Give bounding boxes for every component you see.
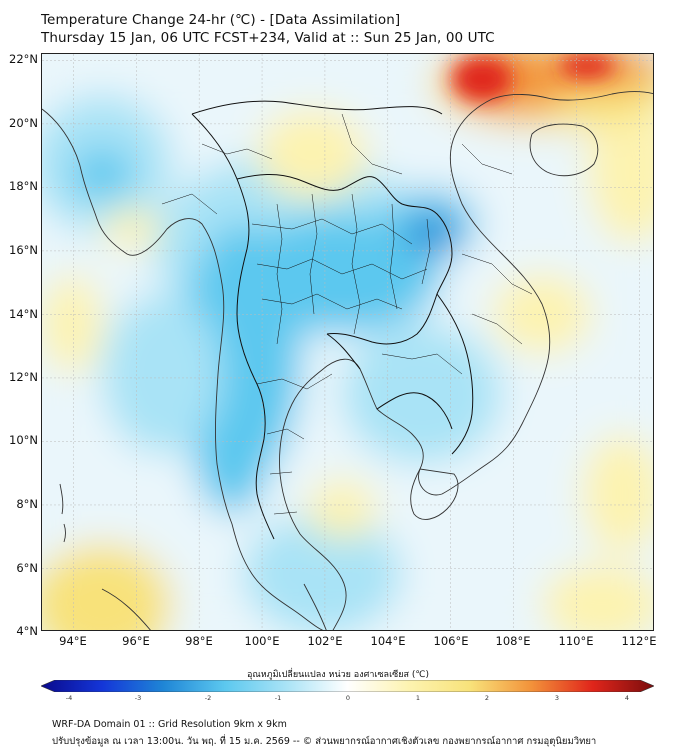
lon-label-112e: 112°E <box>621 634 657 648</box>
colorbar <box>41 680 654 692</box>
coast-malay <box>303 583 327 630</box>
lon-label-104e: 104°E <box>370 634 406 648</box>
border-thailand-cambodia <box>326 333 361 370</box>
coastlines <box>42 91 653 630</box>
coast-andaman <box>59 483 64 515</box>
border-laos-vietnam <box>436 293 474 455</box>
national-borders <box>191 100 474 540</box>
border-cambodia-vietnam <box>376 392 453 430</box>
lat-label-6n: 6°N <box>16 561 38 575</box>
lon-label-110e: 110°E <box>558 634 594 648</box>
lat-label-10n: 10°N <box>9 433 38 447</box>
coast-sumatra <box>101 588 151 630</box>
lon-label-98e: 98°E <box>185 634 213 648</box>
lat-label-14n: 14°N <box>9 307 38 321</box>
coast-indochina-east <box>279 91 653 630</box>
lon-label-108e: 108°E <box>495 634 531 648</box>
border-thailand-laos <box>236 174 453 345</box>
lat-label-4n: 4°N <box>16 624 38 638</box>
temperature-field <box>42 54 653 630</box>
lon-label-94e: 94°E <box>59 634 87 648</box>
lat-label-16n: 16°N <box>9 243 38 257</box>
map-subtitle: Thursday 15 Jan, 06 UTC FCST+234, Valid … <box>41 30 495 46</box>
footer-model-info: WRF-DA Domain 01 :: Grid Resolution 9km … <box>52 719 287 730</box>
coast-hainan <box>529 123 599 177</box>
lat-label-8n: 8°N <box>16 497 38 511</box>
colorbar-tick: 3 <box>554 694 560 702</box>
lat-label-22n: 22°N <box>9 52 38 66</box>
coast-mekong-delta <box>410 468 459 520</box>
coast-myanmar-thai-west <box>42 108 324 630</box>
lon-label-106e: 106°E <box>433 634 469 648</box>
colorbar-tick: -1 <box>274 694 282 702</box>
lon-label-100e: 100°E <box>244 634 280 648</box>
map-canvas <box>42 54 653 630</box>
colorbar-gradient <box>41 680 654 692</box>
lon-label-96e: 96°E <box>122 634 150 648</box>
colorbar-title: อุณหภูมิเปลี่ยนแปลง หน่วย องศาเซลเซียส (… <box>246 670 430 680</box>
province-borders <box>161 113 533 515</box>
colorbar-tick: 1 <box>415 694 421 702</box>
border-myanmar-thailand <box>191 113 275 540</box>
temperature-change-map <box>41 53 654 631</box>
lat-label-12n: 12°N <box>9 370 38 384</box>
lon-label-102e: 102°E <box>307 634 343 648</box>
border-china <box>191 100 443 115</box>
colorbar-tick: -2 <box>204 694 212 702</box>
coast-nicobar <box>63 523 66 543</box>
colorbar-tick: -3 <box>134 694 142 702</box>
lat-label-18n: 18°N <box>9 179 38 193</box>
lat-label-20n: 20°N <box>9 116 38 130</box>
footer-credit: ปรับปรุงข้อมูล ณ เวลา 13:00น. วัน พฤ. ที… <box>52 736 597 747</box>
temperature-hotspot <box>452 54 615 101</box>
colorbar-tick: 2 <box>484 694 490 702</box>
colorbar-tick: 0 <box>345 694 351 702</box>
colorbar-tick: 4 <box>624 694 630 702</box>
colorbar-tick: -4 <box>65 694 73 702</box>
map-title: Temperature Change 24-hr (℃) - [Data Ass… <box>41 12 401 28</box>
